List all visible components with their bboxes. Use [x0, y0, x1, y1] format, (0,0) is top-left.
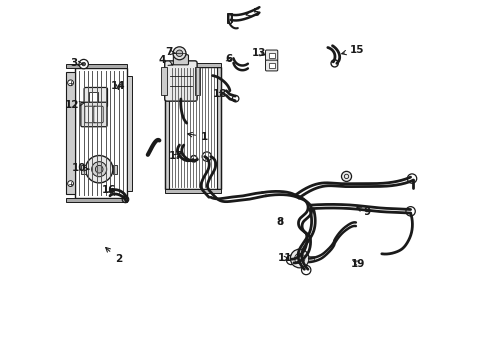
Bar — [113, 165, 117, 174]
Circle shape — [86, 156, 113, 183]
FancyBboxPatch shape — [84, 87, 107, 107]
Bar — [165, 189, 221, 193]
Text: 11: 11 — [277, 253, 292, 264]
Text: 14: 14 — [111, 81, 125, 91]
Bar — [127, 76, 132, 191]
Bar — [165, 67, 169, 189]
Text: 12: 12 — [65, 100, 85, 110]
Bar — [165, 67, 221, 189]
Bar — [217, 67, 221, 189]
Bar — [169, 67, 217, 189]
Text: 4: 4 — [158, 55, 173, 66]
Bar — [165, 63, 221, 67]
Circle shape — [68, 181, 74, 186]
Bar — [81, 165, 86, 174]
Bar — [66, 72, 75, 194]
Bar — [66, 64, 127, 68]
Text: 19: 19 — [351, 258, 366, 269]
FancyBboxPatch shape — [266, 50, 278, 61]
Bar — [75, 68, 127, 198]
Bar — [162, 67, 167, 95]
Circle shape — [96, 165, 103, 173]
Bar — [227, 13, 231, 23]
Circle shape — [82, 62, 86, 66]
Circle shape — [342, 171, 351, 181]
Circle shape — [286, 255, 296, 265]
FancyBboxPatch shape — [94, 106, 103, 123]
Text: 7: 7 — [165, 47, 175, 57]
Circle shape — [202, 152, 212, 161]
FancyBboxPatch shape — [85, 106, 96, 123]
Circle shape — [406, 207, 416, 216]
Circle shape — [407, 174, 416, 183]
Bar — [195, 67, 200, 95]
Circle shape — [176, 50, 183, 57]
Text: 10: 10 — [72, 163, 90, 174]
Circle shape — [68, 80, 74, 86]
Text: 5: 5 — [246, 8, 259, 18]
Bar — [308, 256, 314, 261]
Text: 15: 15 — [342, 45, 365, 55]
Circle shape — [301, 265, 311, 275]
Bar — [66, 198, 127, 202]
FancyBboxPatch shape — [81, 102, 107, 127]
FancyBboxPatch shape — [266, 60, 278, 71]
Circle shape — [173, 47, 186, 60]
Text: 17: 17 — [169, 150, 184, 161]
Text: 2: 2 — [106, 247, 122, 264]
Circle shape — [92, 162, 107, 177]
Text: 9: 9 — [357, 207, 370, 217]
FancyBboxPatch shape — [165, 61, 197, 101]
Bar — [269, 53, 274, 58]
FancyBboxPatch shape — [173, 55, 189, 65]
Text: 16: 16 — [101, 185, 116, 195]
Bar — [229, 13, 232, 22]
Circle shape — [79, 59, 88, 69]
Text: 3: 3 — [71, 58, 83, 68]
Text: 8: 8 — [277, 217, 284, 228]
Circle shape — [291, 249, 309, 268]
Bar — [269, 63, 274, 68]
Text: 13: 13 — [251, 48, 266, 58]
Bar — [89, 92, 98, 103]
Text: 1: 1 — [188, 132, 208, 142]
Text: 18: 18 — [213, 89, 228, 99]
Text: 6: 6 — [225, 54, 232, 64]
